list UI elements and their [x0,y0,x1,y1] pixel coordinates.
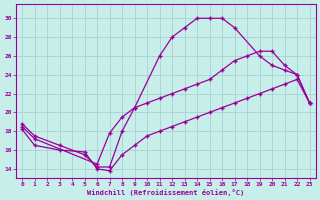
X-axis label: Windchill (Refroidissement éolien,°C): Windchill (Refroidissement éolien,°C) [87,189,244,196]
